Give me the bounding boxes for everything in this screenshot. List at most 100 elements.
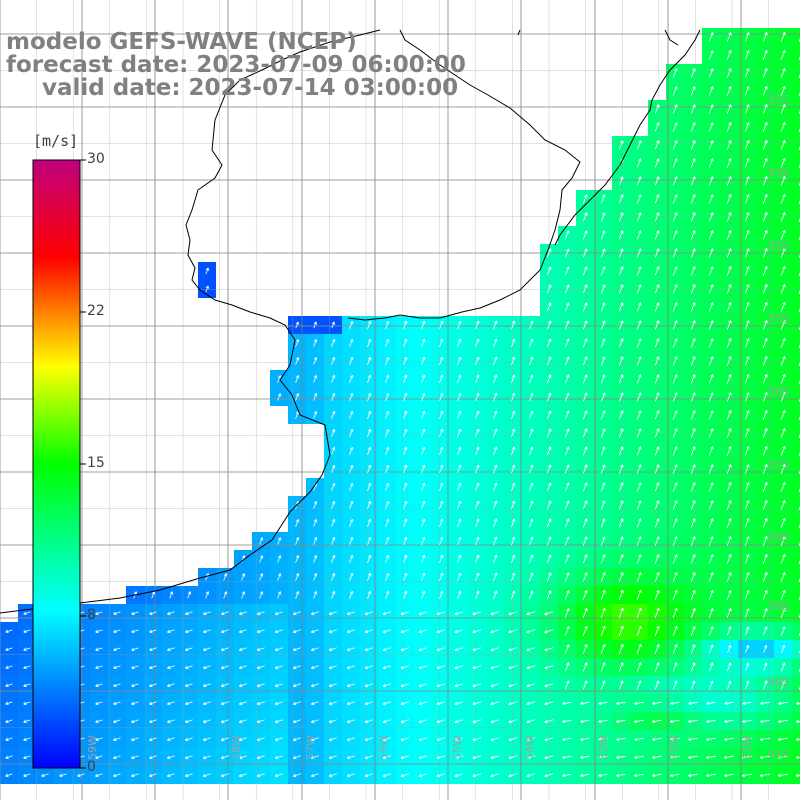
- wind-arrow: [187, 591, 191, 599]
- wind-arrow: [672, 374, 678, 384]
- wind-arrow: [690, 212, 696, 222]
- wind-arrow-head: [602, 374, 605, 377]
- wind-arrow-head: [329, 685, 333, 688]
- wind-arrow-head: [274, 683, 278, 687]
- wind-arrow-head: [634, 739, 638, 742]
- wind-arrow-head: [23, 683, 26, 687]
- wind-arrow: [688, 773, 698, 777]
- wind-arrow-head: [669, 719, 673, 723]
- wind-arrow: [564, 302, 570, 312]
- wind-arrow-head: [347, 667, 351, 670]
- wind-arrow-head: [295, 591, 299, 594]
- wind-arrow-head: [494, 554, 497, 558]
- wind-arrow-head: [638, 356, 641, 359]
- wind-arrow-head: [418, 649, 423, 652]
- wind-arrow: [690, 338, 696, 348]
- wind-arrow: [347, 701, 355, 705]
- wind-arrow: [167, 701, 175, 705]
- wind-arrow-head: [385, 482, 389, 486]
- wind-arrow: [618, 356, 624, 366]
- wind-arrow-head: [257, 649, 261, 652]
- wind-arrow-head: [728, 50, 732, 53]
- wind-arrow-head: [692, 194, 696, 197]
- wind-arrow: [439, 428, 443, 438]
- wind-arrow: [706, 719, 716, 723]
- wind-arrow-head: [548, 572, 551, 575]
- wind-arrow: [385, 375, 389, 383]
- lon-label: 51W: [741, 735, 754, 760]
- wind-arrow: [185, 665, 193, 669]
- wind-arrow-head: [440, 464, 443, 468]
- wind-arrow-head: [95, 737, 98, 741]
- wind-arrow: [349, 483, 353, 491]
- wind-arrow-head: [782, 391, 786, 395]
- wind-arrow: [329, 629, 337, 633]
- wind-arrow-head: [221, 701, 224, 705]
- wind-arrow: [762, 104, 768, 114]
- wind-arrow: [275, 719, 283, 723]
- wind-arrow: [529, 464, 533, 474]
- wind-arrow-head: [638, 680, 641, 683]
- wind-arrow: [546, 284, 552, 294]
- wind-arrow: [472, 647, 482, 651]
- wind-arrow-head: [764, 499, 768, 503]
- wind-arrow: [454, 629, 464, 633]
- wind-arrow-head: [764, 680, 767, 683]
- wind-arrow-head: [401, 775, 405, 778]
- wind-arrow-head: [777, 739, 782, 742]
- wind-arrow-head: [548, 392, 551, 396]
- wind-arrow-head: [692, 176, 696, 179]
- wind-arrow-head: [620, 464, 623, 467]
- wind-arrow-head: [347, 613, 351, 616]
- wind-arrow: [618, 392, 624, 402]
- wind-arrow: [564, 338, 570, 348]
- wind-arrow-head: [5, 667, 9, 669]
- wind-arrow: [636, 140, 642, 150]
- wind-arrow-head: [602, 428, 605, 431]
- wind-arrow-head: [728, 86, 732, 89]
- wind-arrow-head: [746, 356, 750, 359]
- wind-arrow-head: [221, 775, 225, 778]
- wind-arrow-head: [526, 701, 530, 705]
- wind-arrow-head: [778, 703, 782, 706]
- wind-arrow-head: [401, 757, 405, 760]
- wind-arrow-head: [706, 701, 710, 705]
- wind-arrow: [259, 537, 263, 545]
- wind-arrow: [672, 500, 678, 510]
- wind-arrow-head: [652, 755, 655, 759]
- wind-arrow: [708, 464, 714, 474]
- wind-arrow: [529, 374, 533, 384]
- wind-arrow-head: [580, 757, 584, 760]
- wind-arrow-head: [385, 572, 389, 576]
- wind-arrow: [295, 411, 299, 419]
- wind-arrow: [546, 356, 552, 366]
- wind-arrow-head: [418, 665, 422, 669]
- wind-arrow-head: [239, 629, 242, 633]
- wind-arrow-head: [113, 647, 116, 651]
- wind-arrow: [23, 611, 31, 615]
- wind-arrow: [544, 665, 554, 669]
- wind-arrow: [762, 122, 768, 132]
- wind-arrow-head: [746, 32, 750, 35]
- wind-arrow: [526, 611, 536, 615]
- wind-arrow: [654, 644, 660, 654]
- wind-arrow: [600, 662, 606, 672]
- wind-arrow: [690, 644, 696, 654]
- wind-arrow: [529, 536, 533, 546]
- wind-arrow: [598, 701, 608, 705]
- wind-arrow: [385, 573, 389, 581]
- wind-arrow: [257, 773, 265, 777]
- wind-arrow: [546, 266, 552, 276]
- wind-arrow-head: [616, 721, 620, 724]
- wind-arrow-head: [544, 686, 548, 688]
- wind-arrow: [708, 392, 714, 402]
- wind-arrow-head: [331, 321, 335, 325]
- wind-arrow-head: [167, 719, 170, 723]
- wind-arrow-head: [620, 212, 623, 215]
- wind-arrow-head: [277, 537, 281, 540]
- wind-arrow: [708, 518, 714, 528]
- wind-arrow-head: [764, 319, 768, 323]
- wind-arrow-head: [777, 773, 781, 777]
- wind-arrow: [149, 683, 157, 687]
- wind-arrow-head: [688, 703, 692, 706]
